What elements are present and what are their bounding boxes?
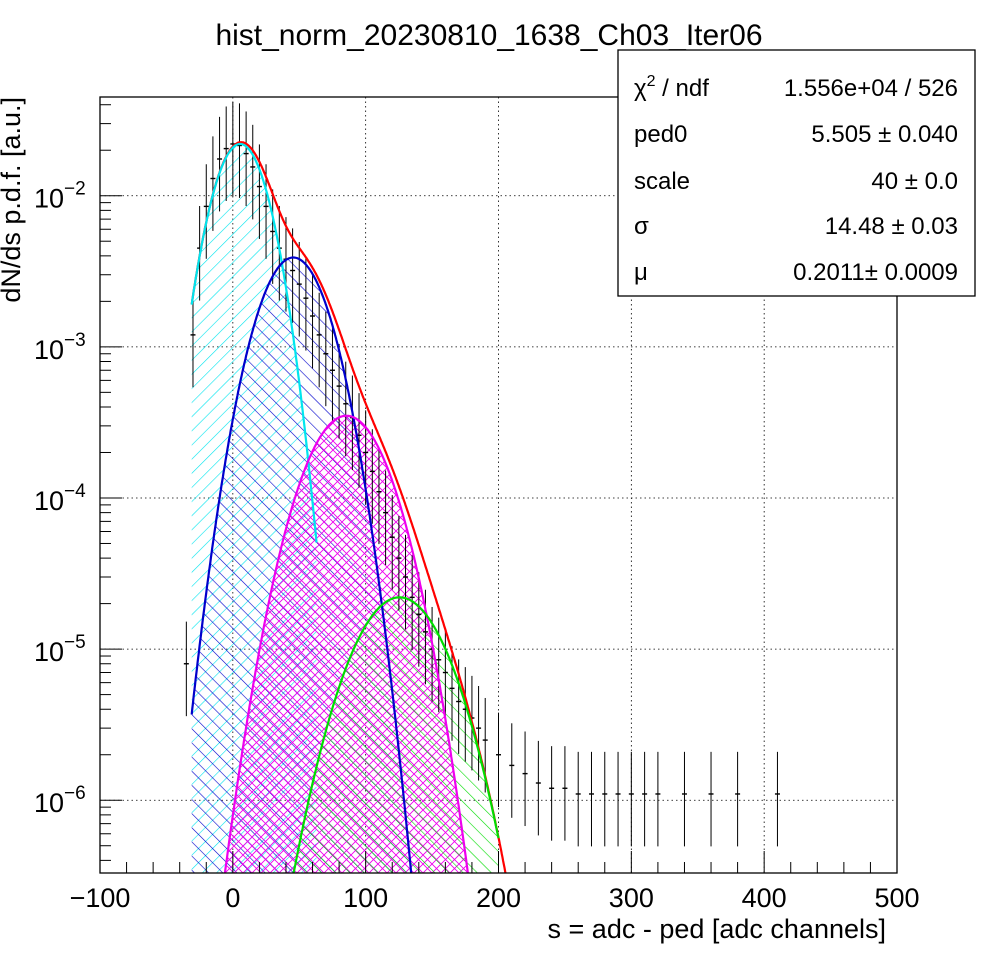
y-tick-label: 10−4: [34, 481, 86, 516]
x-axis-title: s = adc - ped [adc channels]: [548, 914, 886, 944]
y-tick-label: 10−2: [34, 179, 86, 214]
fit-curves: [190, 141, 507, 873]
y-tick-label: 10−6: [34, 783, 86, 818]
y-tick-label: 10−3: [34, 330, 86, 365]
x-tick-label: 0: [225, 883, 240, 913]
y-tick-labels: 10−2 10−3 10−4 10−5 10−6: [34, 179, 86, 819]
stats-param-name: μ: [634, 259, 648, 286]
chart-title: hist_norm_20230810_1638_Ch03_Iter06: [215, 19, 762, 52]
component-fit-curve: [223, 414, 469, 873]
stats-param-value: 14.48 ± 0.03: [825, 213, 958, 240]
x-tick-label: −100: [70, 883, 131, 913]
x-tick-label: 500: [874, 883, 919, 913]
stats-param-name: χ2 / ndf: [634, 73, 709, 102]
component-fit-curve: [190, 142, 318, 543]
fit-stats-box: χ2 / ndf 1.556e+04 / 526 ped0 5.505 ± 0.040…: [617, 49, 976, 297]
stats-param-value: 1.556e+04 / 526: [784, 75, 958, 102]
stats-param-name: ped0: [634, 121, 687, 148]
total-fit-curve: [190, 141, 507, 873]
stats-param-value: 5.505 ± 0.040: [811, 121, 958, 148]
component-fit-curve: [292, 596, 500, 873]
stats-param-name: σ: [634, 213, 649, 240]
x-tick-label: 100: [343, 883, 388, 913]
component-fills: [191, 144, 499, 873]
data-histogram: [183, 101, 780, 847]
x-tick-labels: −100 0 100 200 300 400 500: [70, 883, 920, 913]
x-tick-label: 400: [742, 883, 787, 913]
component-fit-curve: [190, 256, 413, 873]
stats-param-value: 40 ± 0.0: [871, 168, 958, 195]
stats-param-value: 0.2011± 0.0009: [793, 259, 958, 286]
y-tick-label: 10−5: [34, 632, 86, 667]
axis-ticks: [99, 104, 898, 873]
x-tick-label: 200: [476, 883, 521, 913]
stats-param-name: scale: [634, 168, 690, 195]
y-axis-title: dN/ds p.d.f. [a.u.]: [0, 97, 26, 303]
x-tick-label: 300: [609, 883, 654, 913]
